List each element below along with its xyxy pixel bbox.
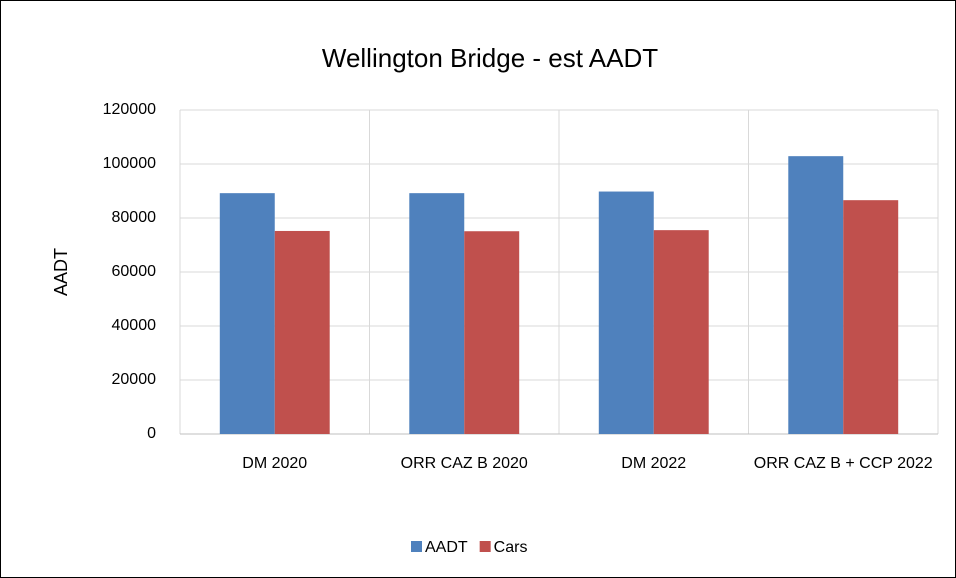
y-tick-label: 20000 (112, 371, 157, 388)
bar (274, 230, 330, 434)
y-tick-label: 60000 (112, 263, 157, 280)
y-tick-label: 100000 (103, 155, 156, 172)
legend-label: Cars (494, 539, 528, 556)
y-axis-label: AADT (51, 248, 71, 296)
bar (843, 200, 899, 434)
x-tick-label: DM 2020 (242, 455, 307, 472)
chart-title: Wellington Bridge - est AADT (322, 43, 658, 73)
bar (409, 193, 465, 434)
legend-label: AADT (425, 539, 468, 556)
x-tick-label: ORR CAZ B 2020 (401, 455, 528, 472)
bar (464, 231, 520, 434)
x-tick-label: DM 2022 (621, 455, 686, 472)
y-tick-label: 0 (147, 425, 156, 442)
x-tick-label: ORR CAZ B + CCP 2022 (754, 455, 933, 472)
bar (219, 193, 275, 434)
bar (788, 156, 844, 435)
legend-swatch (479, 541, 491, 552)
bar (598, 191, 654, 434)
y-tick-label: 80000 (112, 209, 157, 226)
bar (653, 230, 709, 434)
y-tick-label: 40000 (112, 317, 157, 334)
legend-swatch (411, 541, 422, 552)
y-tick-label: 120000 (103, 101, 156, 118)
